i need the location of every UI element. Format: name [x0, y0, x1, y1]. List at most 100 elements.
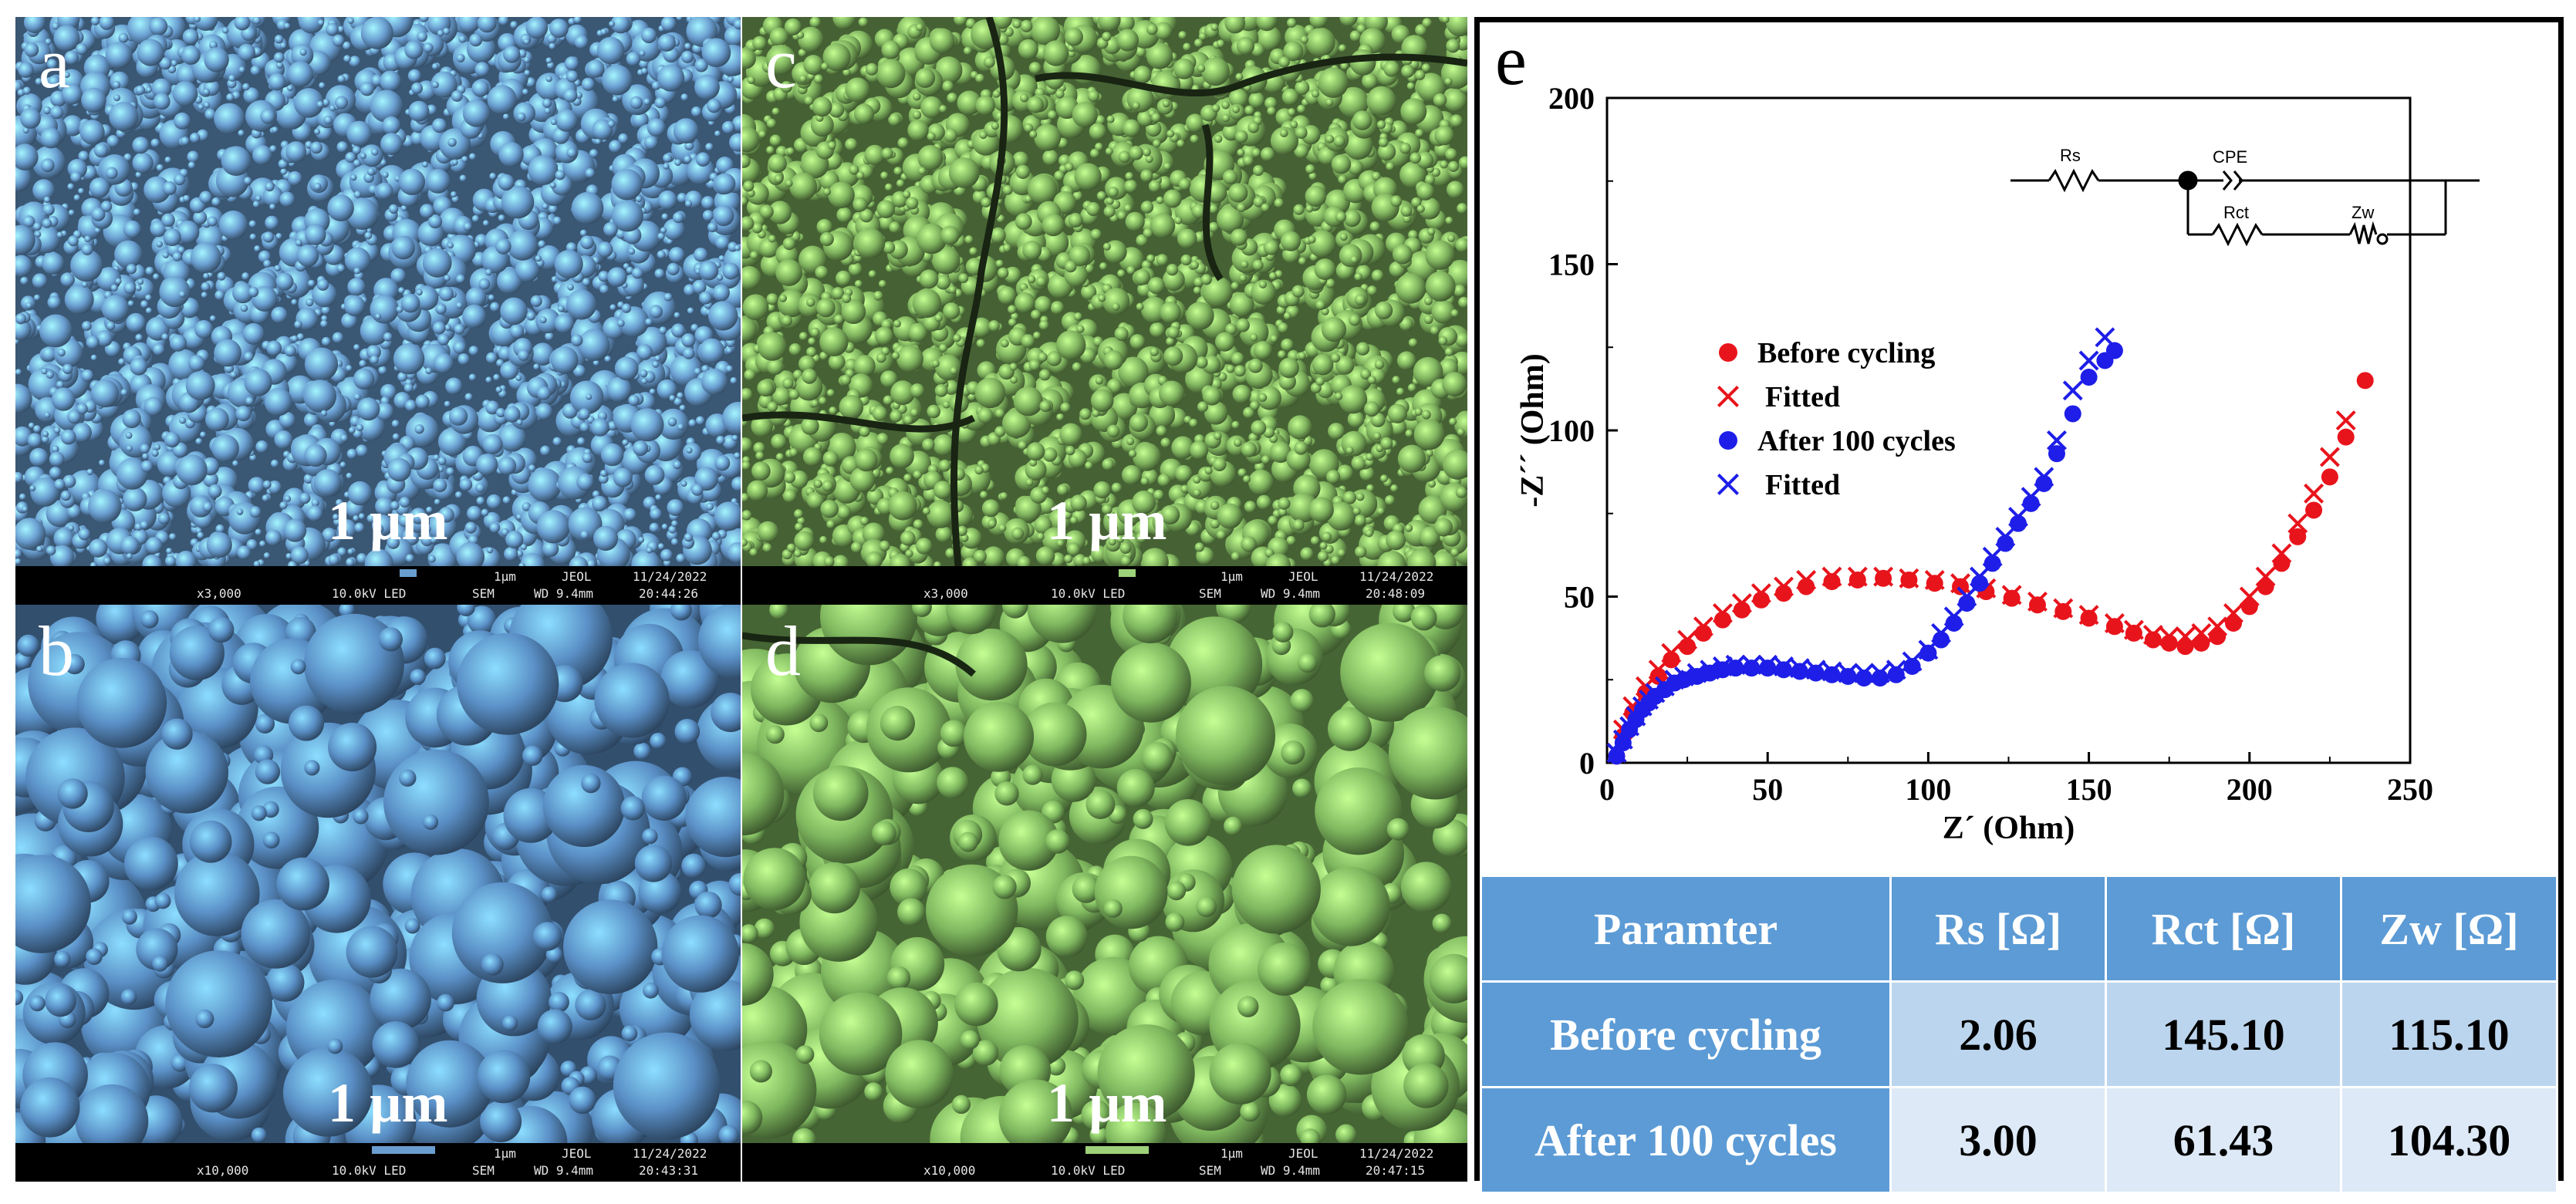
sem-particle — [875, 326, 893, 346]
sem-particle — [255, 195, 262, 202]
sem-particle — [201, 292, 208, 298]
sem-particle — [432, 321, 446, 335]
sem-particle — [90, 379, 120, 408]
sem-particle — [868, 270, 876, 278]
sem-particle — [1251, 148, 1261, 157]
sem-particle — [337, 75, 346, 83]
sem-particle — [647, 118, 666, 137]
sem-particle — [1018, 440, 1028, 450]
sem-particle — [22, 86, 31, 95]
sem-particle — [677, 193, 687, 203]
sem-particle — [947, 93, 958, 103]
sem-particle — [376, 182, 393, 200]
sem-particle — [293, 88, 324, 118]
sem-particle — [711, 693, 741, 733]
sem-particle — [1248, 469, 1274, 495]
sem-particle — [265, 215, 279, 230]
sem-particle — [716, 274, 724, 281]
sem-particle — [683, 347, 695, 359]
sem-particle — [485, 352, 498, 364]
sem-particle — [145, 307, 153, 314]
sem-particle — [161, 213, 175, 228]
sem-particle — [1283, 312, 1291, 320]
sem-particle — [287, 170, 302, 186]
sem-particle — [265, 529, 282, 546]
sem-particle — [86, 336, 100, 349]
sem-particle — [49, 451, 65, 467]
sem-particle — [1450, 114, 1463, 127]
sem-particle — [370, 295, 399, 324]
sem-particle — [151, 449, 159, 457]
sem-particle — [132, 137, 150, 154]
sem-particle — [893, 319, 901, 328]
sem-particle — [280, 42, 287, 49]
sem-particle — [694, 59, 708, 73]
sem-particle — [480, 1100, 522, 1142]
sem-particle — [575, 91, 583, 99]
sem-particle — [1015, 164, 1030, 179]
sem-particle — [828, 353, 846, 371]
sem-particle — [495, 238, 511, 255]
sem-particle — [670, 538, 679, 546]
sem-particle — [320, 410, 328, 417]
sem-particle — [1046, 351, 1062, 366]
sem-particle — [400, 293, 420, 313]
sem-particle — [250, 65, 261, 76]
sem-particle — [410, 508, 427, 524]
sem-particle — [540, 445, 551, 456]
sem-particle — [729, 133, 741, 152]
info-date: 11/24/2022 — [633, 569, 707, 584]
sem-particle — [349, 427, 356, 433]
sem-particle — [654, 355, 661, 362]
sem-particle — [1186, 113, 1204, 133]
sem-particle — [804, 96, 814, 106]
sem-particle — [705, 143, 714, 151]
sem-particle — [657, 250, 666, 259]
sem-particle — [485, 376, 492, 383]
sem-particle — [214, 290, 225, 301]
sem-particle — [628, 248, 636, 255]
sem-particle — [106, 135, 120, 147]
sem-particle — [1390, 484, 1399, 492]
sem-particle — [359, 359, 366, 368]
sem-particle — [526, 311, 536, 321]
sem-particle — [1019, 93, 1029, 103]
sem-particle — [431, 62, 439, 70]
sem-particle — [398, 168, 426, 195]
sem-particle — [525, 17, 549, 39]
sem-particle — [1210, 518, 1220, 529]
sem-particle — [260, 109, 275, 124]
sem-particle — [232, 282, 254, 304]
sem-particle — [35, 78, 42, 86]
sem-particle — [478, 278, 491, 290]
sem-particle — [222, 27, 229, 34]
sem-particle — [463, 222, 472, 231]
sem-particle — [646, 547, 653, 554]
sem-particle — [1081, 284, 1097, 300]
sem-particle — [568, 18, 576, 25]
sem-particle — [428, 555, 436, 563]
sem-particle — [272, 126, 279, 133]
sem-particle — [399, 769, 417, 787]
sem-particle — [285, 141, 307, 163]
sem-particle — [347, 278, 366, 296]
sem-particle — [575, 989, 606, 1020]
sem-particle — [42, 106, 52, 115]
sem-particle — [829, 406, 837, 415]
sem-particle — [15, 548, 22, 558]
sem-particle — [164, 431, 181, 448]
sem-particle — [1106, 115, 1115, 123]
sem-particle — [387, 536, 400, 549]
sem-particle — [742, 510, 752, 521]
sem-particle — [1117, 211, 1127, 221]
sem-particle — [595, 138, 602, 145]
sem-particle — [1418, 197, 1441, 220]
sem-particle — [1268, 515, 1278, 525]
sem-particle — [549, 19, 569, 39]
sem-particle — [353, 514, 360, 521]
sem-texture — [15, 605, 741, 1143]
sem-particle — [464, 521, 477, 534]
sem-particle — [690, 106, 702, 117]
sem-particle — [1345, 446, 1354, 454]
sem-particle — [201, 282, 211, 292]
